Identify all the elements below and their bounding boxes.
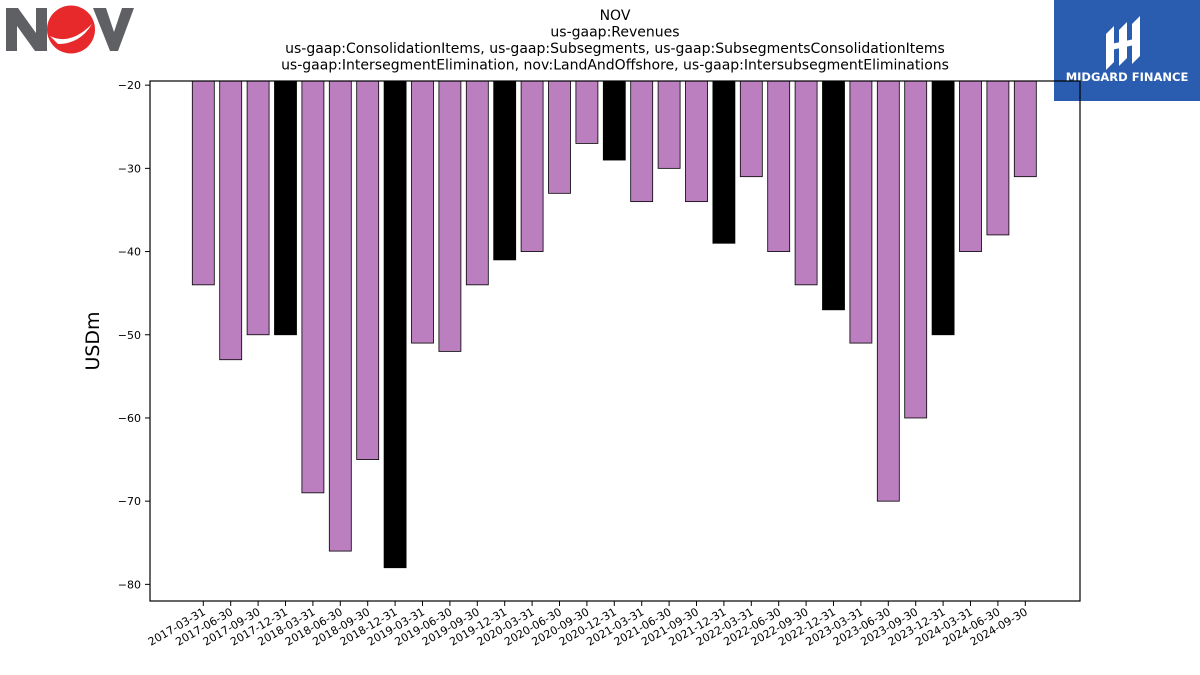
- bar-2019-03-31: [411, 80, 434, 344]
- bar-2023-06-30: [876, 80, 900, 502]
- bar-2021-09-30: [685, 80, 708, 203]
- midgard-finance-logo: MIDGARD FINANCE: [1054, 0, 1200, 101]
- bar-2019-09-30: [465, 80, 489, 286]
- bar-2019-06-30: [438, 80, 462, 352]
- plot-frame: [149, 80, 1081, 602]
- bar-2017-12-31: [274, 80, 297, 336]
- bar-2021-12-31: [712, 80, 736, 244]
- title-line: us-gaap:ConsolidationItems, us-gaap:Subs…: [285, 41, 945, 57]
- bar-2018-03-31: [301, 80, 325, 494]
- bar-2022-09-30: [794, 80, 818, 286]
- bar-2022-12-31: [822, 80, 845, 311]
- bar-2020-06-30: [548, 80, 571, 194]
- title-line: us-gaap:Revenues: [550, 25, 679, 41]
- title-line: us-gaap:IntersegmentElimination, nov:Lan…: [281, 58, 949, 74]
- bar-2018-09-30: [356, 80, 380, 460]
- bar-2018-12-31: [383, 80, 407, 569]
- bar-2021-06-30: [657, 80, 681, 169]
- bar-2024-09-30: [1013, 80, 1037, 178]
- bar-2017-03-31: [191, 80, 215, 286]
- bar-2024-03-31: [959, 80, 982, 252]
- logo-letter-n: [6, 8, 47, 51]
- bar-2017-09-30: [246, 80, 270, 336]
- chart-title: NOVus-gaap:Revenuesus-gaap:Consolidation…: [281, 8, 949, 74]
- bar-2023-03-31: [849, 80, 873, 344]
- brand-name: MIDGARD FINANCE: [1066, 70, 1189, 84]
- bar-2023-09-30: [904, 80, 928, 419]
- y-tick-label: −20: [118, 79, 141, 92]
- bar-2022-06-30: [767, 80, 791, 252]
- bar-2024-06-30: [986, 80, 1010, 236]
- y-tick-label: −80: [118, 578, 141, 591]
- logo-swoosh: [50, 24, 92, 44]
- title-line: NOV: [600, 8, 631, 24]
- bar-2022-03-31: [739, 80, 763, 178]
- bar-2020-03-31: [520, 80, 544, 252]
- bar-2023-12-31: [931, 80, 955, 336]
- y-axis-label: USDm: [82, 311, 104, 370]
- bar-2019-12-31: [493, 80, 517, 261]
- bars: [191, 80, 1037, 569]
- bar-2017-06-30: [219, 80, 243, 361]
- logo-letter-v: [93, 8, 134, 51]
- y-tick-label: −40: [118, 246, 141, 259]
- y-tick-label: −30: [118, 162, 141, 175]
- nov-logo: [6, 5, 134, 54]
- bar-2018-06-30: [328, 80, 352, 552]
- y-tick-label: −70: [118, 495, 141, 508]
- x-axis-ticks: 2017-03-312017-06-302017-09-302017-12-31…: [146, 601, 1030, 649]
- brand-mark-icon: [1106, 16, 1140, 70]
- y-tick-label: −50: [118, 329, 141, 342]
- bar-2021-03-31: [630, 80, 654, 203]
- y-axis-ticks: −20 −30 −40 −50 −60 −70 −80: [118, 79, 150, 591]
- bar-2020-09-30: [575, 80, 599, 144]
- y-tick-label: −60: [118, 412, 141, 425]
- bar-2020-12-31: [602, 80, 626, 161]
